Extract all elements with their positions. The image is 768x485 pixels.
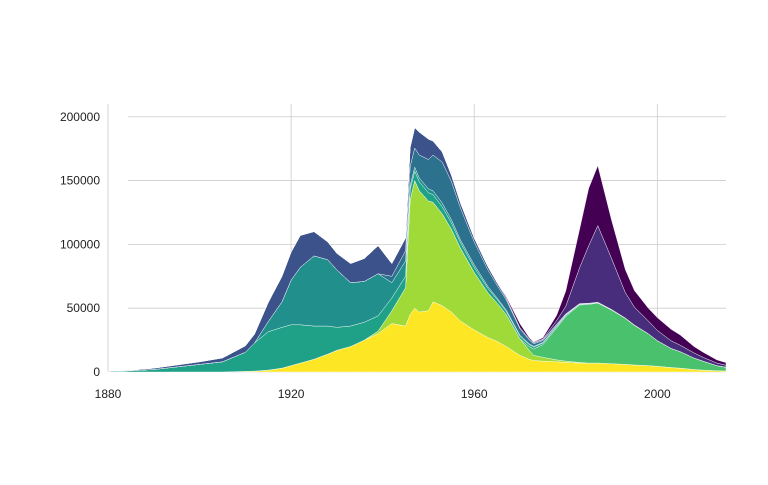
x-tick-label: 1880 (95, 387, 122, 401)
y-tick-label: 150000 (60, 174, 100, 188)
x-tick-label: 2000 (644, 387, 671, 401)
area-layer (107, 127, 727, 373)
y-tick-label: 50000 (67, 301, 101, 315)
x-tick-label: 1960 (461, 387, 488, 401)
y-tick-label: 200000 (60, 110, 100, 124)
axis-layer: 0 50000 100000 150000 200000 1880 1920 1960 2000 (60, 110, 671, 401)
y-tick-label: 100000 (60, 237, 100, 251)
y-tick-label: 0 (93, 365, 100, 379)
area-series-9 (107, 127, 727, 372)
x-tick-label: 1920 (278, 387, 305, 401)
